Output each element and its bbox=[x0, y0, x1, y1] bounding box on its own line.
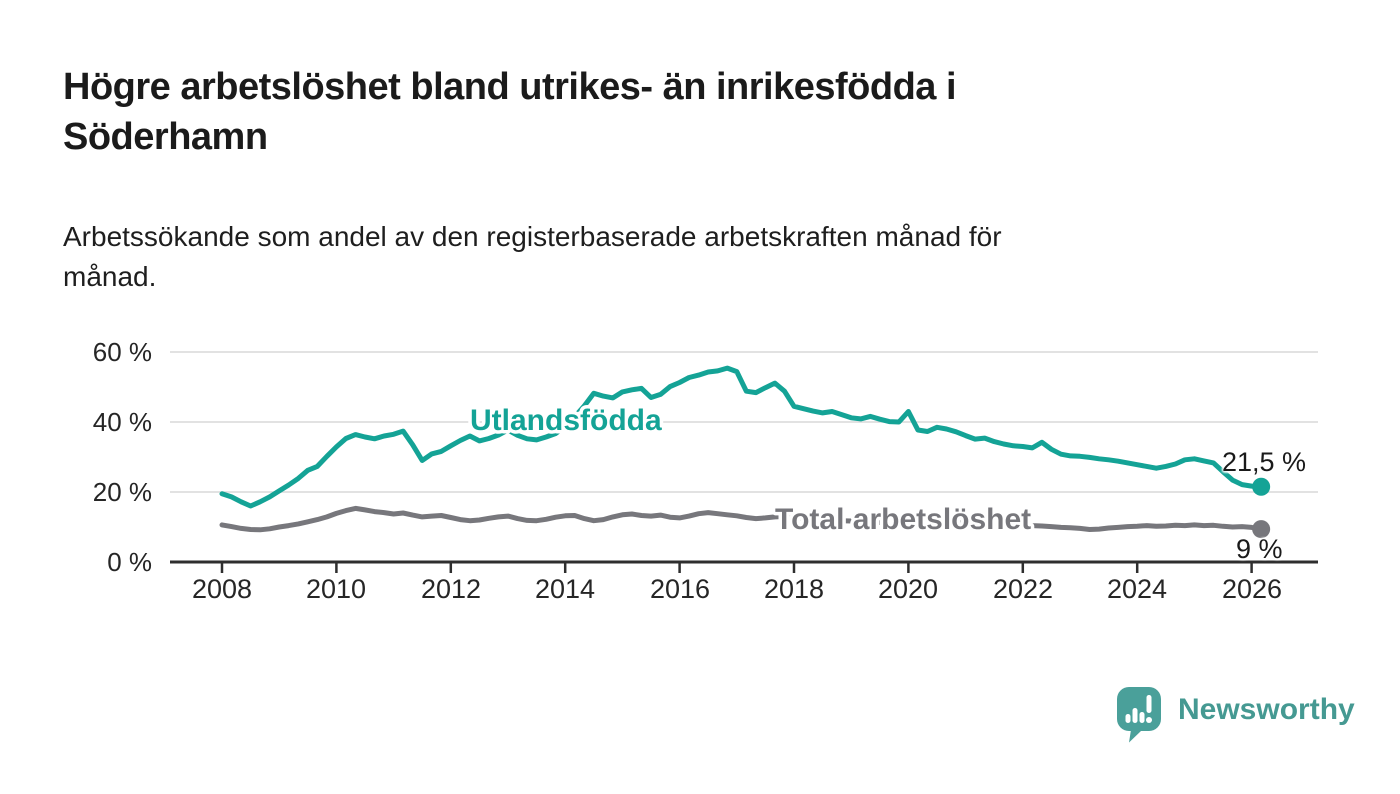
y-tick-label-60: 60 % bbox=[92, 337, 152, 367]
chart-title-line-2: Söderhamn bbox=[63, 116, 268, 158]
end-value-label-total: 9 % bbox=[1236, 534, 1283, 564]
series-label-utlandsfodda: Utlandsfödda bbox=[470, 404, 662, 437]
x-tick-label-2016: 2016 bbox=[649, 574, 711, 604]
x-tick-label-2014: 2014 bbox=[534, 574, 596, 604]
chart-title-line-1: Högre arbetslöshet bland utrikes- än inr… bbox=[63, 66, 957, 108]
y-tick-label-20: 20 % bbox=[92, 477, 152, 507]
x-tick-label-2022: 2022 bbox=[992, 574, 1054, 604]
y-tick-label-40: 40 % bbox=[92, 407, 152, 437]
x-tick-label-2010: 2010 bbox=[305, 574, 367, 604]
x-tick-label-2026: 2026 bbox=[1221, 574, 1283, 604]
x-axis bbox=[170, 560, 1318, 573]
x-tick-label-2020: 2020 bbox=[877, 574, 939, 604]
chart-pin-icon bbox=[1117, 687, 1161, 743]
data-lines bbox=[219, 365, 1271, 539]
x-tick-label-2008: 2008 bbox=[191, 574, 253, 604]
x-tick-label-2024: 2024 bbox=[1106, 574, 1168, 604]
series-label-total-arbetsloshet: Total arbetslöshet bbox=[775, 503, 1031, 536]
chart-subtitle: Arbetssökande som andel av den registerb… bbox=[0, 217, 1240, 297]
gridlines bbox=[170, 351, 1318, 493]
chart-title: Högre arbetslöshet bland utrikes- än inr… bbox=[0, 62, 1140, 162]
chart-subtitle-line-2: månad. bbox=[63, 261, 157, 292]
brand-name: Newsworthy bbox=[1178, 693, 1355, 726]
x-tick-label-2018: 2018 bbox=[763, 574, 825, 604]
chart-subtitle-line-1: Arbetssökande som andel av den registerb… bbox=[63, 221, 1002, 252]
x-tick-label-2012: 2012 bbox=[420, 574, 482, 604]
end-value-label-utlandsfodda: 21,5 % bbox=[1222, 447, 1307, 477]
y-tick-label-0: 0 % bbox=[107, 547, 152, 577]
